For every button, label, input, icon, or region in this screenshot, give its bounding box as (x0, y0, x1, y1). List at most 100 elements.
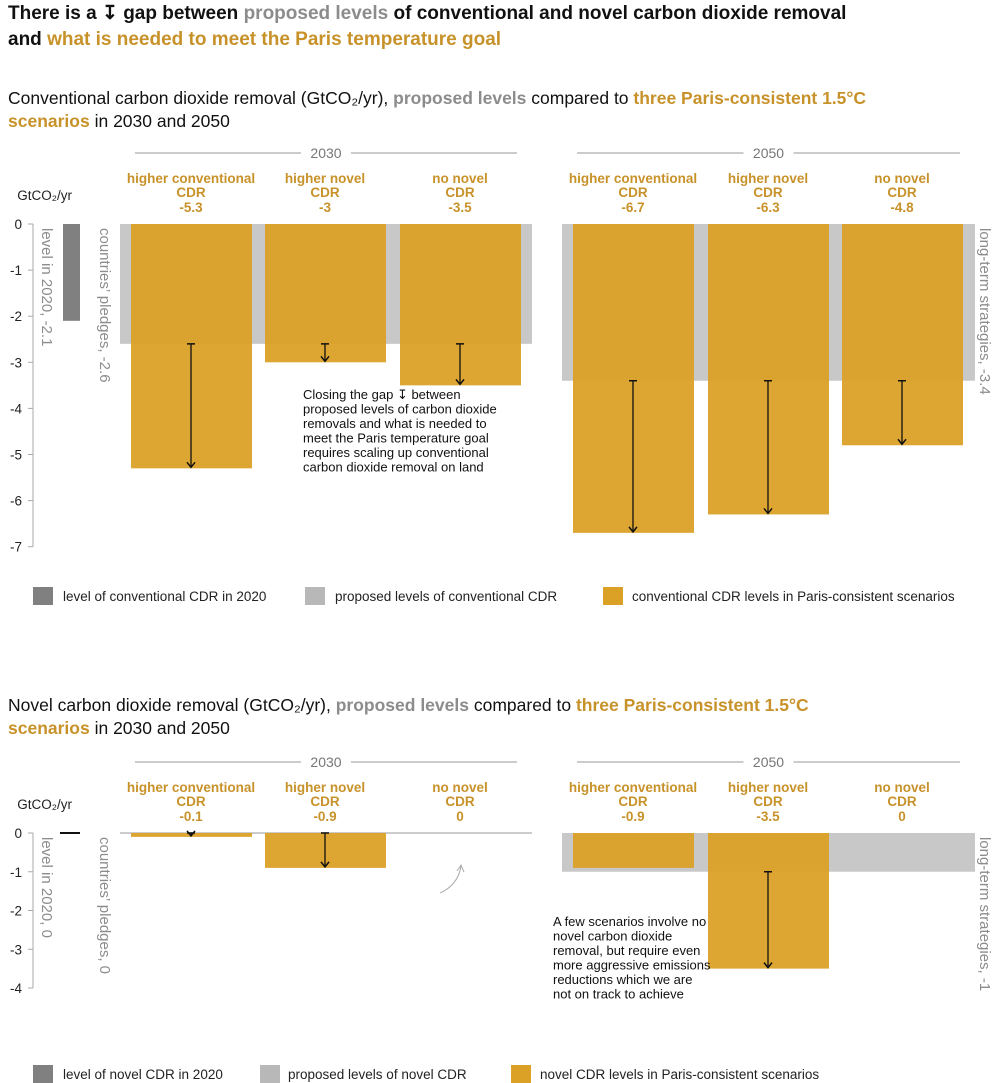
gap-arrow-head (186, 830, 196, 838)
annotation-text: Closing the gap ↧ between (303, 387, 461, 402)
gap-arrow-head (455, 378, 465, 386)
chart-subtitle-2: scenarios in 2030 and 2050 (8, 718, 230, 738)
scenario-label: CDR (445, 185, 474, 200)
y-tick-label: -5 (10, 448, 22, 463)
scenario-label: -3.5 (448, 200, 472, 215)
y-tick-label: -6 (10, 494, 22, 509)
y-tick-label: -3 (10, 355, 22, 370)
title-line-2: and what is needed to meet the Paris tem… (8, 29, 501, 50)
legend-label: level of novel CDR in 2020 (63, 1067, 223, 1082)
annotation-text: A few scenarios involve no (553, 914, 706, 929)
gap-arrow-head (763, 962, 773, 969)
scenario-label: -5.3 (179, 200, 203, 215)
scenario-label: no novel (432, 171, 488, 186)
title-line-1: There is a ↧ gap between proposed levels… (8, 3, 846, 24)
scenario-label: higher novel (285, 780, 365, 795)
y-tick-label: -4 (10, 401, 22, 416)
legend-label: proposed levels of conventional CDR (335, 589, 557, 604)
legend-swatch (33, 1065, 53, 1083)
proposed-label: long-term strategies, -3.4 (976, 228, 993, 395)
legend-label: proposed levels of novel CDR (288, 1067, 467, 1082)
annotation-text: carbon dioxide removal on land (303, 460, 484, 475)
level-2020-label: level in 2020, -2.1 (38, 228, 55, 346)
year-label: 2030 (310, 754, 341, 770)
annotation-arrow (439, 865, 462, 894)
annotation-text: removal, but require even (553, 943, 700, 958)
y-tick-label: -1 (10, 865, 22, 880)
annotation-text: requires scaling up conventional (303, 445, 489, 460)
annotation-arrow-head (456, 863, 465, 873)
scenario-label: 0 (456, 809, 464, 824)
scenario-label: higher conventional (569, 171, 697, 186)
annotation-text: not on track to achieve (553, 987, 684, 1002)
proposed-label: countries’ pledges, -2.6 (96, 228, 113, 383)
scenario-label: no novel (874, 780, 930, 795)
scenario-label: -3 (319, 200, 331, 215)
scenario-label: 0 (898, 809, 906, 824)
scenario-label: -3.5 (756, 809, 780, 824)
scenario-label: CDR (176, 794, 205, 809)
scenario-label: -0.9 (621, 809, 644, 824)
scenario-label: higher novel (285, 171, 365, 186)
scenario-label: -0.1 (179, 809, 203, 824)
scenario-label: CDR (618, 185, 647, 200)
gap-arrow-head (320, 861, 330, 869)
annotation-text: removals and what is needed to (303, 416, 487, 431)
y-tick-label: 0 (14, 826, 22, 841)
y-tick-label: -1 (10, 263, 22, 278)
annotation-text: reductions which we are (553, 972, 692, 987)
y-tick-label: -2 (10, 309, 22, 324)
scenario-label: -0.9 (313, 809, 336, 824)
chart-subtitle: Novel carbon dioxide removal (GtCO₂/yr),… (8, 695, 809, 715)
scenario-label: CDR (445, 794, 474, 809)
gap-arrow-head (320, 355, 330, 363)
scenario-label: CDR (887, 794, 916, 809)
scenario-label: CDR (753, 794, 782, 809)
bar-level-2020 (63, 224, 80, 321)
y-tick-label: -7 (10, 540, 22, 555)
year-label: 2050 (753, 754, 784, 770)
bar-scenario (573, 833, 694, 868)
proposed-label: long-term strategies, -1 (976, 837, 993, 991)
scenario-label: CDR (310, 794, 339, 809)
annotation-text: proposed levels of carbon dioxide (303, 402, 497, 417)
level-2020-label: level in 2020, 0 (38, 837, 55, 938)
scenario-label: higher novel (728, 171, 808, 186)
y-tick-label: -3 (10, 942, 22, 957)
legend-label: level of conventional CDR in 2020 (63, 589, 266, 604)
year-label: 2050 (753, 145, 784, 161)
y-axis-label: GtCO₂/yr (17, 797, 72, 812)
scenario-label: CDR (310, 185, 339, 200)
annotation-text: meet the Paris temperature goal (303, 431, 489, 446)
chart-2: Novel carbon dioxide removal (GtCO₂/yr),… (8, 695, 993, 1083)
legend-swatch (305, 587, 325, 605)
scenario-label: higher novel (728, 780, 808, 795)
chart-1: Conventional carbon dioxide removal (GtC… (8, 88, 993, 605)
scenario-label: CDR (618, 794, 647, 809)
legend-swatch (603, 587, 623, 605)
scenario-label: -6.3 (756, 200, 780, 215)
year-label: 2030 (310, 145, 341, 161)
legend-label: conventional CDR levels in Paris-consist… (632, 589, 955, 604)
y-axis-label: GtCO₂/yr (17, 188, 72, 203)
scenario-label: -6.7 (621, 200, 644, 215)
legend-swatch (260, 1065, 280, 1083)
proposed-label: countries’ pledges, 0 (96, 837, 113, 974)
gap-arrow-head (897, 438, 907, 446)
y-tick-label: -2 (10, 904, 22, 919)
scenario-label: -4.8 (890, 200, 914, 215)
bar-scenario (265, 224, 386, 363)
legend-swatch (511, 1065, 531, 1083)
scenario-label: higher conventional (127, 780, 255, 795)
scenario-label: higher conventional (127, 171, 255, 186)
scenario-label: higher conventional (569, 780, 697, 795)
annotation-text: novel carbon dioxide (553, 929, 672, 944)
scenario-label: CDR (753, 185, 782, 200)
scenario-label: CDR (176, 185, 205, 200)
scenario-label: no novel (874, 171, 930, 186)
annotation-text: more aggressive emissions (553, 958, 711, 973)
chart-subtitle-2: scenarios in 2030 and 2050 (8, 111, 230, 131)
scenario-label: CDR (887, 185, 916, 200)
scenario-label: no novel (432, 780, 488, 795)
